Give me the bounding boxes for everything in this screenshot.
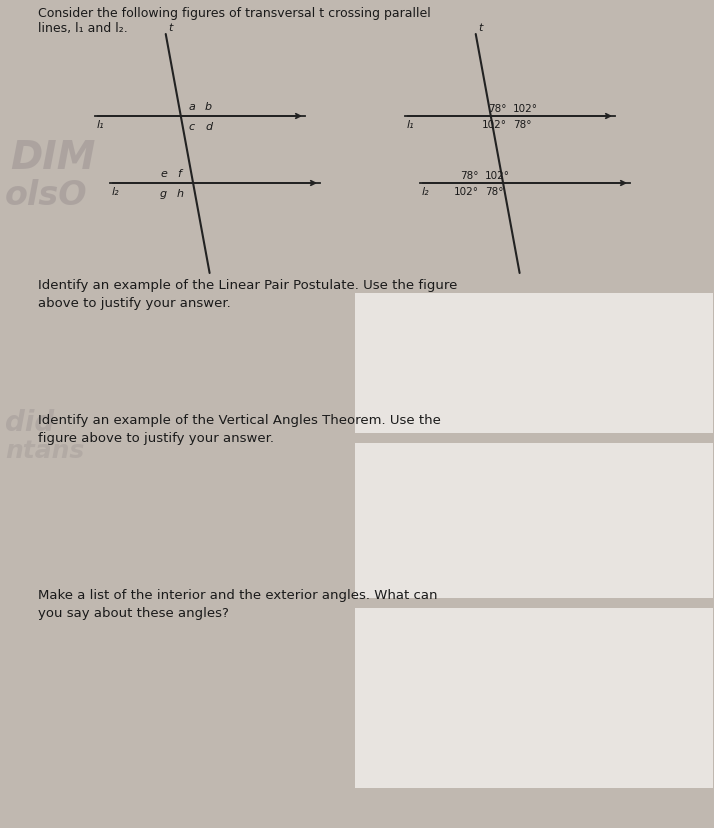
Text: 102°: 102° <box>482 120 507 130</box>
Text: l₁: l₁ <box>97 120 105 130</box>
Text: l₁: l₁ <box>407 120 415 130</box>
Bar <box>355 609 713 788</box>
Text: l₂: l₂ <box>112 187 120 197</box>
Text: 102°: 102° <box>513 104 538 114</box>
Text: c: c <box>189 122 195 132</box>
Text: d: d <box>205 122 212 132</box>
Text: e: e <box>160 169 167 179</box>
Text: 78°: 78° <box>488 104 507 114</box>
Text: did: did <box>5 408 54 436</box>
Text: h: h <box>177 189 184 199</box>
Text: Consider the following figures of transversal t crossing parallel
lines, l₁ and : Consider the following figures of transv… <box>38 7 431 35</box>
Text: DIM: DIM <box>10 139 96 177</box>
Bar <box>355 294 713 434</box>
Text: a: a <box>188 102 195 112</box>
Text: l₂: l₂ <box>422 187 430 197</box>
Text: 78°: 78° <box>485 187 503 197</box>
Text: Identify an example of the Vertical Angles Theorem. Use the
figure above to just: Identify an example of the Vertical Angl… <box>38 413 441 445</box>
Text: b: b <box>205 102 212 112</box>
Text: g: g <box>160 189 167 199</box>
Text: Identify an example of the Linear Pair Postulate. Use the figure
above to justif: Identify an example of the Linear Pair P… <box>38 279 458 310</box>
Text: ntans: ntans <box>5 439 84 463</box>
Text: 102°: 102° <box>454 187 479 197</box>
Text: 78°: 78° <box>461 171 479 181</box>
Text: f: f <box>177 169 181 179</box>
Text: 78°: 78° <box>513 120 531 130</box>
Text: t: t <box>478 23 483 33</box>
Bar <box>355 444 713 599</box>
Text: olsO: olsO <box>5 179 88 212</box>
Text: Make a list of the interior and the exterior angles. What can
you say about thes: Make a list of the interior and the exte… <box>38 588 438 619</box>
Text: 102°: 102° <box>485 171 510 181</box>
Text: t: t <box>169 23 173 33</box>
